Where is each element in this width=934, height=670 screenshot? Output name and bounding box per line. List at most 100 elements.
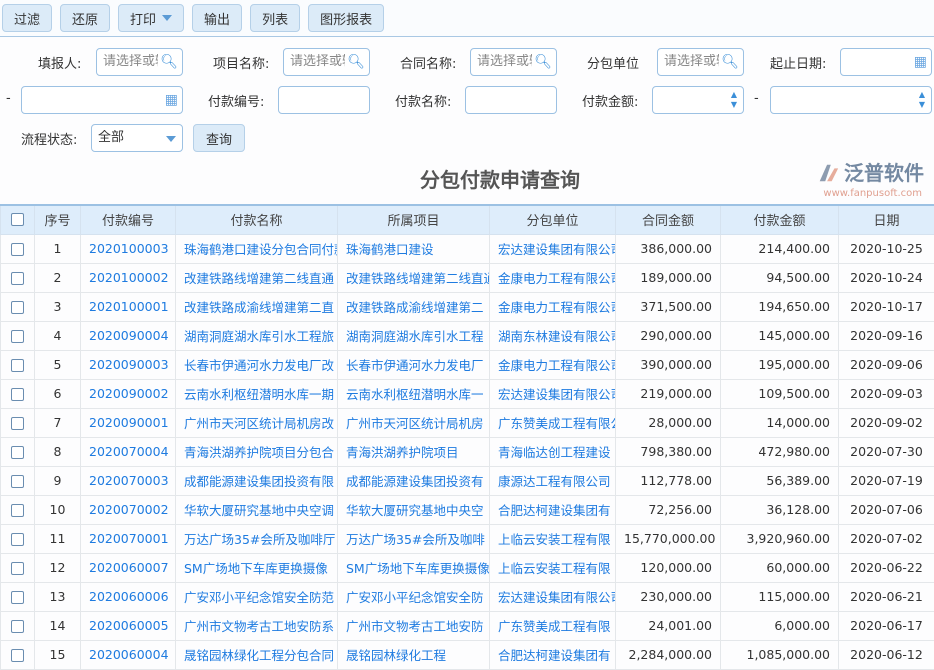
spinner-icon[interactable]: ▲▼ <box>919 90 925 110</box>
pay-name-link[interactable]: 成都能源建设集团投资有限 <box>176 466 338 495</box>
pay-no-link[interactable]: 2020060006 <box>81 582 176 611</box>
subcontractor-link[interactable]: 广东赞美成工程有限公司 <box>490 408 616 437</box>
project-link[interactable]: 珠海鹤港口建设 <box>338 234 490 263</box>
project-link[interactable]: 广州市天河区统计局机房 <box>338 408 490 437</box>
subcontractor-link[interactable]: 康源达工程有限公司 <box>490 466 616 495</box>
pay-no-link[interactable]: 2020100001 <box>81 292 176 321</box>
col-contract-amount[interactable]: 合同金额 <box>616 205 721 234</box>
pay-no-link[interactable]: 2020100002 <box>81 263 176 292</box>
subcontractor-link[interactable]: 金康电力工程有限公司 <box>490 350 616 379</box>
amount-min-input[interactable]: ▲▼ <box>652 86 744 114</box>
pay-name-link[interactable]: SM广场地下车库更换摄像 <box>176 553 338 582</box>
pay-name-input[interactable] <box>465 86 557 114</box>
col-subcontractor[interactable]: 分包单位 <box>490 205 616 234</box>
subcontractor-link[interactable]: 湖南东林建设有限公司 <box>490 321 616 350</box>
spinner-icon[interactable]: ▲▼ <box>731 90 737 110</box>
row-checkbox[interactable] <box>1 408 35 437</box>
project-link[interactable]: 广安邓小平纪念馆安全防 <box>338 582 490 611</box>
pay-no-link[interactable]: 2020090002 <box>81 379 176 408</box>
pay-no-link[interactable]: 2020090001 <box>81 408 176 437</box>
project-link[interactable]: 改建铁路成渝线增建第二 <box>338 292 490 321</box>
pay-no-link[interactable]: 2020060005 <box>81 611 176 640</box>
pay-no-link[interactable]: 2020090004 <box>81 321 176 350</box>
pay-name-link[interactable]: 万达广场35#会所及咖啡厅 <box>176 524 338 553</box>
subcontractor-link[interactable]: 宏达建设集团有限公司 <box>490 379 616 408</box>
row-checkbox[interactable] <box>1 466 35 495</box>
status-select[interactable]: 全部 <box>91 124 183 152</box>
pay-no-link[interactable]: 2020070003 <box>81 466 176 495</box>
search-icon[interactable]: 🔍︎ <box>347 54 365 70</box>
amount-max-input[interactable]: ▲▼ <box>770 86 932 114</box>
search-icon[interactable]: 🔍︎ <box>160 54 178 70</box>
project-link[interactable]: 长春市伊通河水力发电厂 <box>338 350 490 379</box>
calendar-icon[interactable]: ▦ <box>165 92 178 108</box>
row-checkbox[interactable] <box>1 611 35 640</box>
pay-name-link[interactable]: 广州市文物考古工地安防系 <box>176 611 338 640</box>
pay-name-link[interactable]: 云南水利枢纽潜明水库一期 <box>176 379 338 408</box>
project-link[interactable]: 晟铭园林绿化工程 <box>338 640 490 669</box>
project-link[interactable]: 华软大厦研究基地中央空 <box>338 495 490 524</box>
pay-name-link[interactable]: 晟铭园林绿化工程分包合同 <box>176 640 338 669</box>
pay-no-link[interactable]: 2020060007 <box>81 553 176 582</box>
pay-no-link[interactable]: 2020070004 <box>81 437 176 466</box>
row-checkbox[interactable] <box>1 234 35 263</box>
query-button[interactable]: 查询 <box>193 124 245 152</box>
subcontractor-link[interactable]: 金康电力工程有限公司 <box>490 292 616 321</box>
subcontractor-link[interactable]: 合肥达柯建设集团有 <box>490 495 616 524</box>
project-link[interactable]: 成都能源建设集团投资有 <box>338 466 490 495</box>
row-checkbox[interactable] <box>1 379 35 408</box>
project-link[interactable]: 云南水利枢纽潜明水库一 <box>338 379 490 408</box>
col-pay-name[interactable]: 付款名称 <box>176 205 338 234</box>
start-date-input[interactable]: ▦ <box>840 48 932 76</box>
chart-report-button[interactable]: 图形报表 <box>308 4 384 32</box>
export-button[interactable]: 输出 <box>192 4 242 32</box>
calendar-icon[interactable]: ▦ <box>914 54 927 70</box>
project-link[interactable]: 改建铁路线增建第二线直通 <box>338 263 490 292</box>
pay-no-link[interactable]: 2020090003 <box>81 350 176 379</box>
project-link[interactable]: 青海洪湖养护院项目 <box>338 437 490 466</box>
project-link[interactable]: 湖南洞庭湖水库引水工程 <box>338 321 490 350</box>
project-link[interactable]: 广州市文物考古工地安防 <box>338 611 490 640</box>
subcontractor-link[interactable]: 青海临达创工程建设 <box>490 437 616 466</box>
row-checkbox[interactable] <box>1 437 35 466</box>
col-index[interactable]: 序号 <box>35 205 81 234</box>
pay-name-link[interactable]: 改建铁路成渝线增建第二直 <box>176 292 338 321</box>
pay-name-link[interactable]: 青海洪湖养护院项目分包合 <box>176 437 338 466</box>
subcontractor-input[interactable]: 请选择或输🔍︎ <box>657 48 744 76</box>
pay-no-link[interactable]: 2020100003 <box>81 234 176 263</box>
subcontractor-link[interactable]: 广东赞美成工程有限 <box>490 611 616 640</box>
project-input[interactable]: 请选择或输🔍︎ <box>283 48 370 76</box>
col-project[interactable]: 所属项目 <box>338 205 490 234</box>
pay-name-link[interactable]: 珠海鹤港口建设分包合同付款 <box>176 234 338 263</box>
pay-name-link[interactable]: 湖南洞庭湖水库引水工程旅 <box>176 321 338 350</box>
pay-name-link[interactable]: 广州市天河区统计局机房改 <box>176 408 338 437</box>
pay-name-link[interactable]: 广安邓小平纪念馆安全防范 <box>176 582 338 611</box>
search-icon[interactable]: 🔍︎ <box>534 54 552 70</box>
project-link[interactable]: SM广场地下车库更换摄像 <box>338 553 490 582</box>
pay-name-link[interactable]: 改建铁路线增建第二线直通 <box>176 263 338 292</box>
contract-input[interactable]: 请选择或输🔍︎ <box>470 48 557 76</box>
project-link[interactable]: 万达广场35#会所及咖啡 <box>338 524 490 553</box>
row-checkbox[interactable] <box>1 263 35 292</box>
pay-no-link[interactable]: 2020070001 <box>81 524 176 553</box>
search-icon[interactable]: 🔍︎ <box>721 54 739 70</box>
subcontractor-link[interactable]: 上临云安装工程有限 <box>490 553 616 582</box>
row-checkbox[interactable] <box>1 582 35 611</box>
subcontractor-link[interactable]: 上临云安装工程有限 <box>490 524 616 553</box>
subcontractor-link[interactable]: 合肥达柯建设集团有 <box>490 640 616 669</box>
pay-no-link[interactable]: 2020060004 <box>81 640 176 669</box>
